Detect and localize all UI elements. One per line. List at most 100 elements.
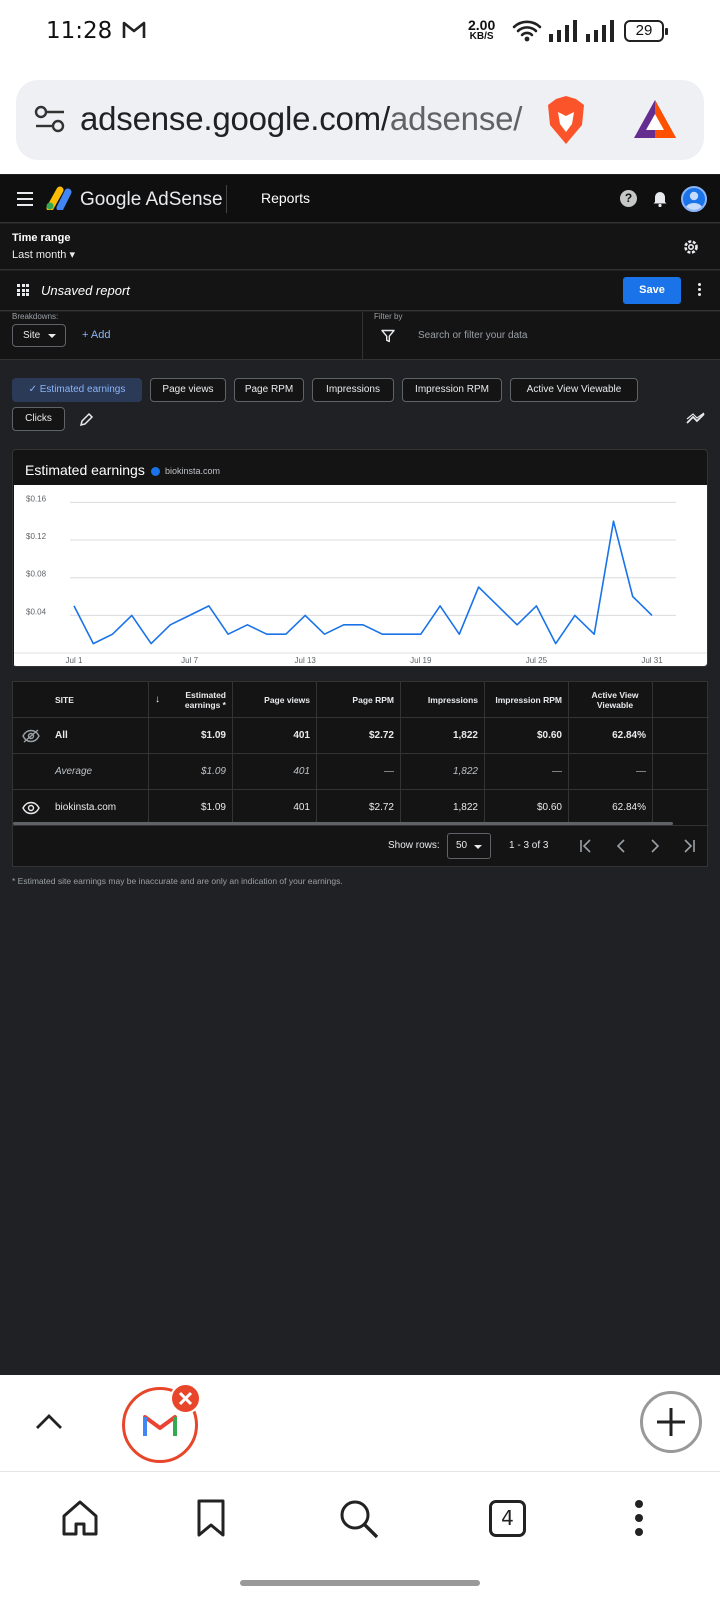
x-tick-label: Jul 31: [641, 656, 663, 665]
earnings-footnote: * Estimated site earnings may be inaccur…: [12, 876, 343, 886]
brave-rewards-icon[interactable]: [632, 98, 678, 140]
chart-toggle-icon[interactable]: [686, 412, 706, 426]
header-divider: [226, 185, 227, 213]
last-page-icon[interactable]: [681, 838, 697, 854]
gmail-notification-icon: [122, 21, 146, 38]
gmail-bubble[interactable]: [122, 1387, 198, 1463]
x-tick-label: Jul 19: [410, 656, 432, 665]
y-tick-label: $0.16: [26, 494, 47, 503]
signal-icon-2: [586, 20, 614, 42]
home-icon[interactable]: [60, 1498, 100, 1538]
show-rows-label: Show rows:: [388, 840, 440, 851]
cell-impressions: 1,822: [401, 718, 485, 754]
close-bubble-icon[interactable]: [170, 1383, 201, 1414]
next-page-icon[interactable]: [647, 838, 663, 854]
cell-impression-rpm: —: [485, 754, 569, 790]
metric-chip-impressions[interactable]: Impressions: [312, 378, 394, 402]
site-breakdown-chip[interactable]: Site: [12, 324, 66, 347]
col-header-estimated-earnings[interactable]: ↓ Estimated earnings *: [149, 682, 233, 718]
add-breakdown-button[interactable]: + Add: [82, 329, 111, 341]
status-bar: 11:28 2.00 KB/S 29: [0, 0, 720, 64]
bookmark-icon[interactable]: [196, 1498, 226, 1538]
metric-chip-page-rpm[interactable]: Page RPM: [234, 378, 304, 402]
visibility-icon[interactable]: [22, 801, 40, 815]
cell-site: biokinsta.com: [13, 790, 149, 826]
url-text[interactable]: adsense.google.com/adsense/: [80, 100, 522, 138]
col-header-impressions[interactable]: Impressions: [401, 682, 485, 718]
series-line: [73, 520, 653, 645]
gesture-home-bar[interactable]: [240, 1580, 480, 1586]
time-range-dropdown[interactable]: Last month ▾: [12, 249, 75, 261]
y-tick-label: $0.12: [26, 532, 47, 541]
rows-per-page-select[interactable]: 50: [447, 833, 491, 859]
metric-chip-active-view-viewable[interactable]: Active View Viewable: [510, 378, 638, 402]
table-row[interactable]: All $1.09 401 $2.72 1,822 $0.60 62.84%: [13, 718, 709, 754]
gear-icon[interactable]: [682, 238, 700, 256]
hide-icon[interactable]: [22, 729, 40, 743]
menu-icon[interactable]: [17, 192, 33, 206]
col-header-page-views[interactable]: Page views: [233, 682, 317, 718]
address-bar[interactable]: adsense.google.com/adsense/: [16, 80, 704, 160]
x-tick-label: Jul 7: [181, 656, 198, 665]
metric-chip-clicks[interactable]: Clicks: [12, 407, 65, 431]
help-icon[interactable]: ?: [620, 190, 637, 207]
wifi-icon: [512, 20, 542, 42]
y-tick-label: $0.04: [26, 607, 47, 616]
report-title[interactable]: Unsaved report: [41, 283, 130, 298]
horizontal-scrollbar[interactable]: [13, 822, 673, 825]
search-icon[interactable]: [338, 1498, 380, 1540]
breakdowns-label: Breakdowns:: [12, 312, 59, 321]
col-header-page-rpm[interactable]: Page RPM: [317, 682, 401, 718]
url-path: adsense/: [389, 100, 523, 137]
plot-background: [14, 485, 707, 666]
page-title: Reports: [261, 190, 311, 206]
metric-chip-page-views[interactable]: Page views: [150, 378, 226, 402]
filter-icon[interactable]: [381, 329, 395, 343]
x-tick-label: Jul 13: [295, 656, 317, 665]
site-settings-icon[interactable]: [34, 104, 66, 134]
more-options-icon[interactable]: [698, 283, 702, 298]
cell-impression-rpm: $0.60: [485, 790, 569, 826]
metric-chip-impression-rpm[interactable]: Impression RPM: [402, 378, 502, 402]
chevron-up-icon[interactable]: [34, 1411, 64, 1431]
time-range-bar: Time range Last month ▾: [0, 224, 720, 270]
filter-divider: [362, 312, 363, 360]
time-range-label: Time range: [12, 232, 71, 244]
cell-active-view: —: [569, 754, 653, 790]
earnings-line-chart: $0.04 $0.08 $0.12 $0.16 Jul 1 Jul 7 Jul 13 Jul …: [14, 485, 707, 666]
first-page-icon[interactable]: [578, 838, 594, 854]
cell-site: All: [13, 718, 149, 754]
cell-page-rpm: —: [317, 754, 401, 790]
save-button[interactable]: Save: [623, 277, 681, 304]
adsense-header: Google AdSense Reports ?: [0, 175, 720, 223]
prev-page-icon[interactable]: [613, 838, 629, 854]
more-menu-icon[interactable]: [634, 1498, 644, 1538]
col-header-active-view-viewable[interactable]: Active View Viewable: [569, 682, 653, 718]
cell-impressions: 1,822: [401, 754, 485, 790]
col-header-site[interactable]: SITE: [13, 682, 149, 718]
battery-icon: 29: [624, 20, 668, 42]
tab-switcher-button[interactable]: 4: [489, 1500, 526, 1537]
table-row[interactable]: biokinsta.com $1.09 401 $2.72 1,822 $0.6…: [13, 790, 709, 826]
pagination: Show rows: 50 1 - 3 of 3: [13, 826, 709, 868]
edit-metrics-icon[interactable]: [78, 412, 94, 428]
browser-toolbar: adsense.google.com/adsense/: [0, 64, 720, 174]
new-tab-button[interactable]: [640, 1391, 702, 1453]
brave-shields-icon[interactable]: [544, 94, 588, 146]
cell-page-rpm: $2.72: [317, 718, 401, 754]
report-table: SITE ↓ Estimated earnings * Page views Pa…: [12, 681, 709, 868]
filter-search-input[interactable]: Search or filter your data: [418, 330, 528, 341]
apps-grid-icon[interactable]: [17, 284, 29, 296]
legend-label[interactable]: biokinsta.com: [165, 466, 221, 476]
avatar[interactable]: [681, 186, 707, 212]
metric-chip-estimated-earnings[interactable]: ✓ Estimated earnings: [12, 378, 142, 402]
adsense-logo-icon: [46, 186, 72, 210]
page-range: 1 - 3 of 3: [509, 840, 549, 851]
cell-page-rpm: $2.72: [317, 790, 401, 826]
notifications-icon[interactable]: [653, 189, 667, 207]
plus-icon: [657, 1408, 685, 1436]
col-header-impression-rpm[interactable]: Impression RPM: [485, 682, 569, 718]
filter-label: Filter by: [374, 312, 403, 321]
brand-name: Google AdSense: [80, 189, 223, 210]
cell-active-view: 62.84%: [569, 790, 653, 826]
